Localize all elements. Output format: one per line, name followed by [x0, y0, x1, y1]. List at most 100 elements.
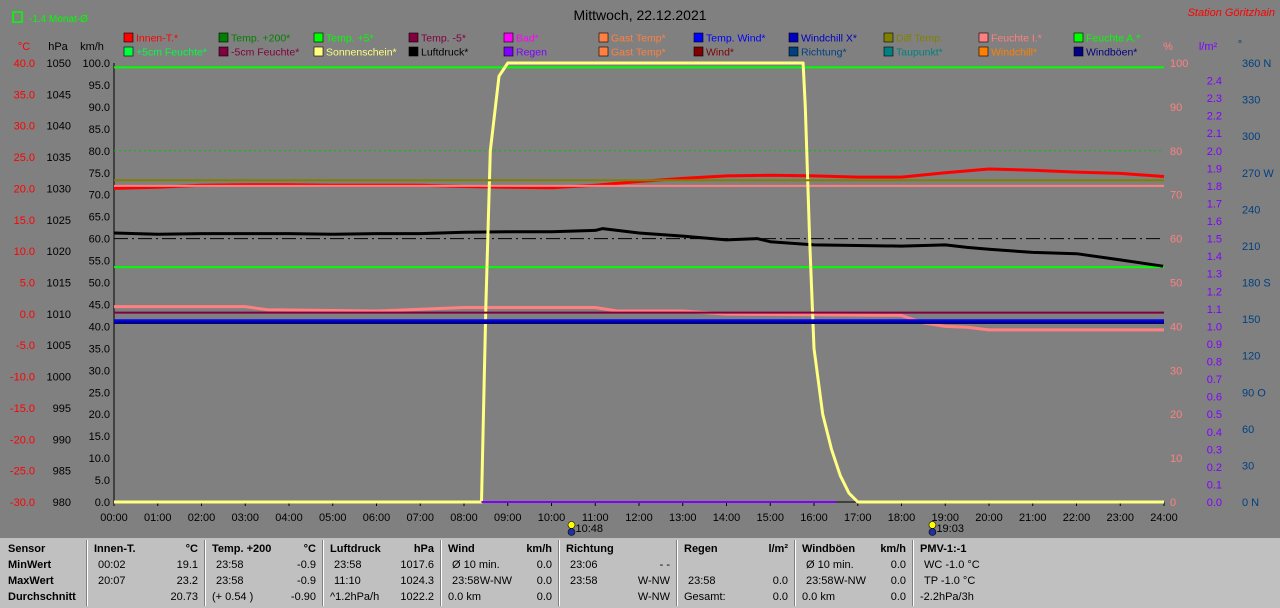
humidity-tick-label: 20 [1170, 409, 1182, 421]
humidity-tick-label: 60 [1170, 234, 1182, 246]
legend-label: Luftdruck* [421, 47, 468, 59]
wind-tick-label: 80.0 [89, 146, 110, 158]
table-separator [558, 540, 560, 606]
min-time: Ø 10 min. [806, 559, 854, 571]
x-tick-label: 13:00 [669, 512, 697, 524]
min-value: -0.9 [297, 559, 316, 571]
avg-note: Gesamt: [684, 591, 726, 603]
x-tick-label: 17:00 [844, 512, 872, 524]
group-unit: l/m² [768, 543, 788, 555]
min-value: - - [659, 559, 670, 571]
wind-axis-unit: km/h [80, 41, 104, 53]
wind-tick-label: 100.0 [82, 58, 110, 70]
wind-tick-label: 15.0 [89, 431, 110, 443]
temp-tick-label: -20.0 [10, 434, 35, 446]
rain-tick-label: 1.6 [1207, 216, 1222, 228]
series-line [114, 305, 1164, 332]
x-tick-label: 08:00 [450, 512, 478, 524]
legend-swatch [218, 32, 229, 43]
direction-tick-label: 360 N [1242, 58, 1271, 70]
wind-tick-label: 40.0 [89, 321, 110, 333]
max-time: TP -1.0 °C [924, 575, 976, 587]
group-header: Innen-T. [94, 543, 136, 555]
x-tick-label: 00:00 [100, 512, 128, 524]
humidity-tick-label: 40 [1170, 321, 1182, 333]
legend-label: Taupunkt* [896, 47, 943, 59]
legend-label: -5cm Feuchte* [231, 47, 299, 59]
legend-swatch [313, 32, 324, 43]
x-tick-label: 14:00 [713, 512, 741, 524]
table-separator [440, 540, 442, 606]
group-header: Windböen [802, 543, 856, 555]
legend-swatch [408, 46, 419, 57]
min-time: 00:02 [98, 559, 126, 571]
wind-tick-label: 85.0 [89, 124, 110, 136]
direction-tick-label: 300 [1242, 131, 1260, 143]
pressure-tick-label: 985 [53, 466, 71, 478]
legend-swatch [598, 46, 609, 57]
rain-tick-label: 0.8 [1207, 357, 1222, 369]
direction-axis-unit: ° [1238, 39, 1242, 51]
legend-label: +5cm Feuchte* [136, 47, 207, 59]
min-value: 0.0 [890, 559, 906, 571]
max-time: 23:58 [570, 575, 598, 587]
x-tick-label: 18:00 [888, 512, 916, 524]
max-value: -0.9 [297, 575, 316, 587]
temp-tick-label: 40.0 [14, 58, 35, 70]
legend-label: Temp. +5* [326, 33, 374, 45]
max-value: 0.0 [536, 575, 552, 587]
pressure-tick-label: 990 [53, 434, 71, 446]
rain-tick-label: 1.5 [1207, 234, 1222, 246]
legend-label: Wind* [706, 47, 734, 59]
x-tick-label: 15:00 [756, 512, 784, 524]
legend-swatch [1073, 46, 1084, 57]
max-value: 0.0 [890, 575, 906, 587]
legend-swatch [598, 32, 609, 43]
direction-tick-label: 30 [1242, 460, 1254, 472]
min-time: WC -1.0 °C [924, 559, 980, 571]
legend-label: Windböen* [1086, 47, 1137, 59]
series-line [114, 61, 1164, 504]
max-time: 20:07 [98, 575, 126, 587]
legend-label: Diff Temp. [896, 33, 943, 45]
min-time: Ø 10 min. [452, 559, 500, 571]
humidity-tick-label: 100 [1170, 58, 1188, 70]
x-tick-label: 07:00 [406, 512, 434, 524]
x-tick-label: 19:00 [931, 512, 959, 524]
legend-label: Temp. +200* [231, 33, 290, 45]
max-value: 0.0 [772, 575, 788, 587]
pressure-tick-label: 995 [53, 403, 71, 415]
row-header-avg: Durchschnitt [8, 591, 76, 603]
series-line [113, 227, 1164, 268]
pressure-tick-label: 1040 [47, 121, 71, 133]
direction-tick-label: 60 [1242, 424, 1254, 436]
legend-swatch [788, 46, 799, 57]
max-direction: W-NW [479, 575, 512, 587]
rain-tick-label: 0.5 [1207, 409, 1222, 421]
sunrise-horizon-icon [567, 528, 576, 536]
humidity-axis-unit: % [1163, 41, 1173, 53]
temp-tick-label: 15.0 [14, 215, 35, 227]
wind-tick-label: 60.0 [89, 234, 110, 246]
group-header: Regen [684, 543, 718, 555]
humidity-tick-label: 90 [1170, 102, 1182, 114]
temp-tick-label: 0.0 [20, 309, 35, 321]
group-header: Richtung [566, 543, 614, 555]
temp-tick-label: 30.0 [14, 121, 35, 133]
pressure-tick-label: 980 [53, 497, 71, 509]
wind-tick-label: 5.0 [95, 475, 110, 487]
table-separator [676, 540, 678, 606]
x-tick-label: 11:00 [582, 512, 609, 524]
pressure-tick-label: 1050 [47, 58, 71, 70]
legend-label: Gast Temp* [611, 33, 666, 45]
chart-title: Mittwoch, 22.12.2021 [573, 7, 706, 23]
wind-tick-label: 45.0 [89, 299, 110, 311]
temp-tick-label: -5.0 [16, 340, 35, 352]
rain-tick-label: 2.0 [1207, 146, 1222, 158]
direction-tick-label: 0 N [1242, 497, 1259, 509]
max-time: 23:58 [688, 575, 716, 587]
pressure-tick-label: 1000 [47, 372, 71, 384]
x-tick-label: 16:00 [800, 512, 828, 524]
max-value: W-NW [637, 575, 670, 587]
sunrise-sun-icon [567, 521, 576, 529]
